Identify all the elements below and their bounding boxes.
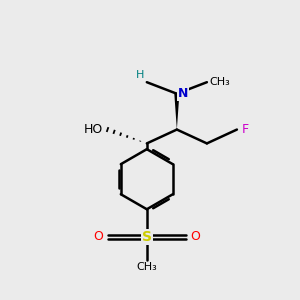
Polygon shape (174, 94, 179, 130)
Text: H: H (136, 70, 145, 80)
Text: CH₃: CH₃ (136, 262, 157, 272)
Text: F: F (242, 123, 249, 136)
Text: CH₃: CH₃ (209, 77, 230, 87)
Text: O: O (93, 230, 103, 244)
Text: HO: HO (84, 123, 103, 136)
Text: S: S (142, 230, 152, 244)
Text: N: N (178, 87, 188, 100)
Text: O: O (191, 230, 201, 244)
